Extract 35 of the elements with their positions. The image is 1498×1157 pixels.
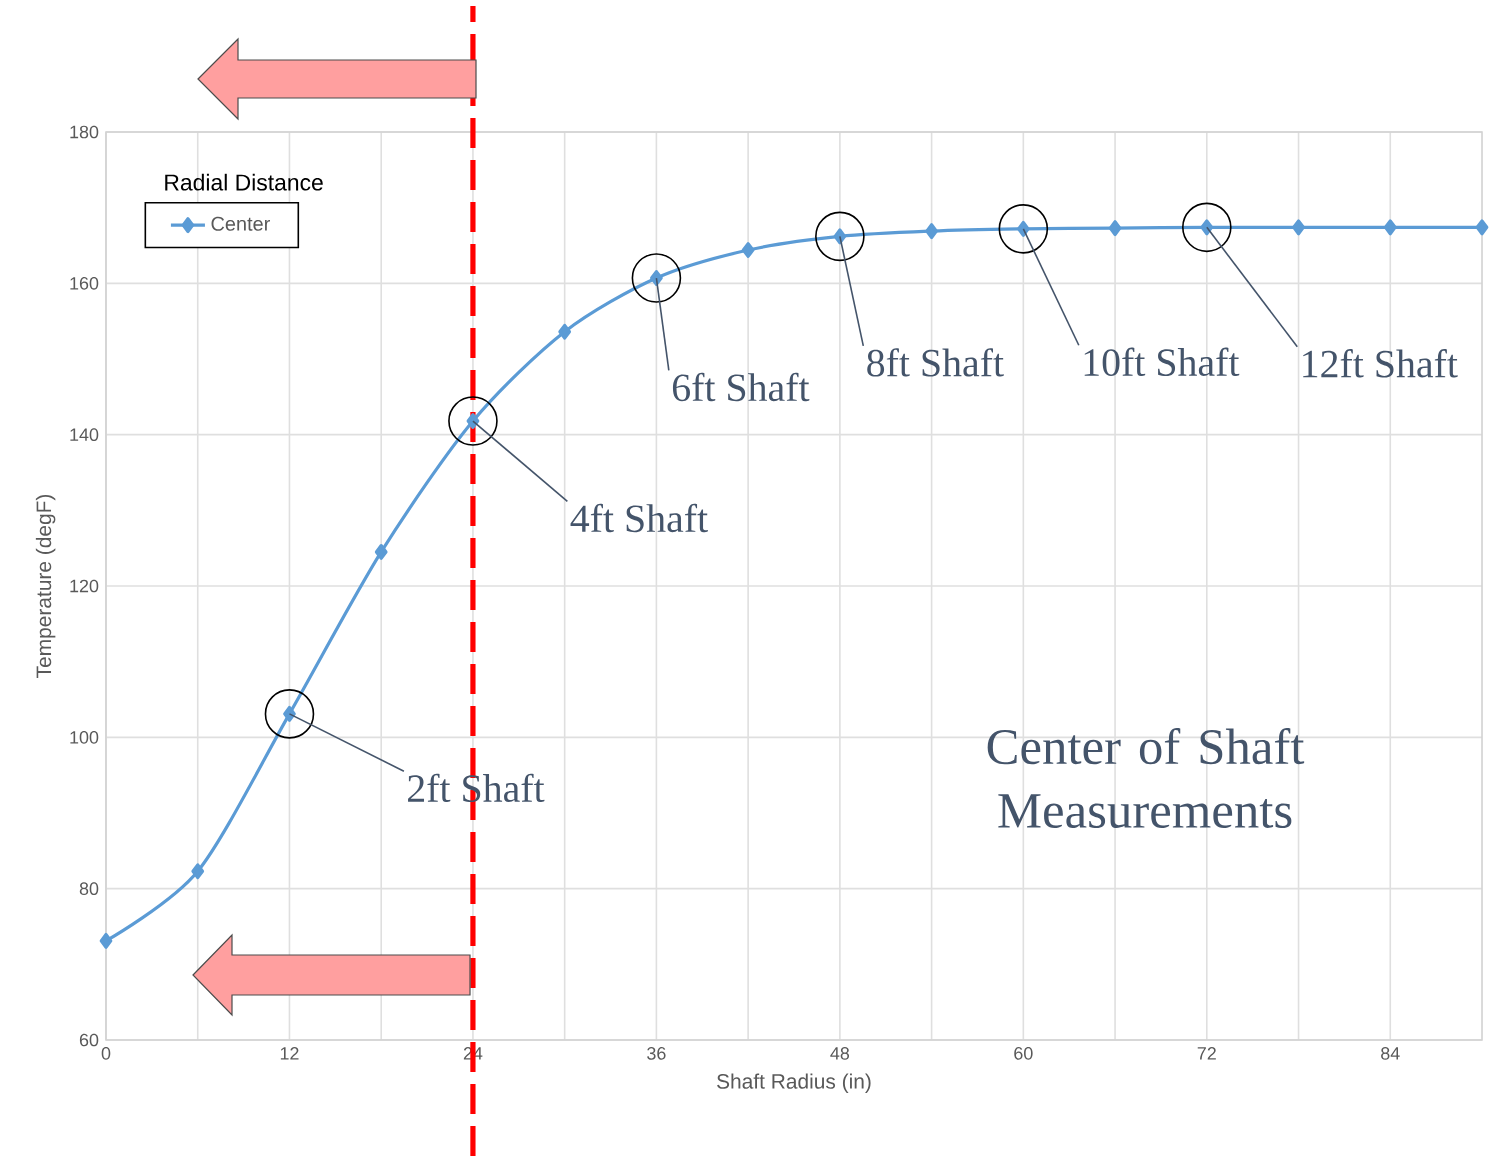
x-tick-label: 60 — [1014, 1047, 1033, 1060]
x-tick-label: 36 — [647, 1047, 666, 1060]
point — [1475, 219, 1489, 236]
point — [925, 223, 938, 240]
x-tick-label: 72 — [1197, 1047, 1216, 1060]
y-tick-label: 60 — [79, 1033, 99, 1047]
x-tick-label: 84 — [1381, 1047, 1400, 1060]
annotation: 12ft Shaft — [1303, 349, 1458, 378]
y-tick-label: 180 — [70, 125, 99, 139]
x-axis-title: Shaft Radius (in) — [717, 1073, 871, 1093]
x-tick-label: 0 — [101, 1047, 111, 1060]
point — [1108, 220, 1122, 237]
x-tick-label: 12 — [280, 1047, 299, 1060]
x-tick-label: 48 — [830, 1047, 850, 1060]
y-tick-label: 100 — [70, 730, 99, 744]
y-axis-title: Temperature (degF) — [35, 494, 56, 678]
y-tick-label: 80 — [79, 882, 99, 896]
y-tick-label: 120 — [70, 579, 99, 593]
annotation: 6ft Shaft — [672, 372, 810, 402]
annotation: 8ft Shaft — [867, 348, 1004, 377]
annotation: 4ft Shaft — [570, 503, 708, 533]
point — [99, 932, 113, 949]
y-tick-label: 160 — [70, 276, 99, 290]
point — [374, 543, 388, 560]
point — [1383, 219, 1397, 236]
annotation: Center of Shaft Measurements — [987, 727, 1305, 829]
y-tick-label: 140 — [70, 428, 99, 442]
annotation: 10ft Shaft — [1084, 347, 1240, 377]
annotation: 2ft Shaft — [408, 773, 545, 803]
legend-title: Radial Distance — [165, 173, 323, 191]
point — [1292, 219, 1305, 236]
legend-label: Center — [211, 216, 270, 231]
point — [558, 323, 572, 340]
point — [741, 242, 755, 259]
point — [191, 863, 205, 880]
